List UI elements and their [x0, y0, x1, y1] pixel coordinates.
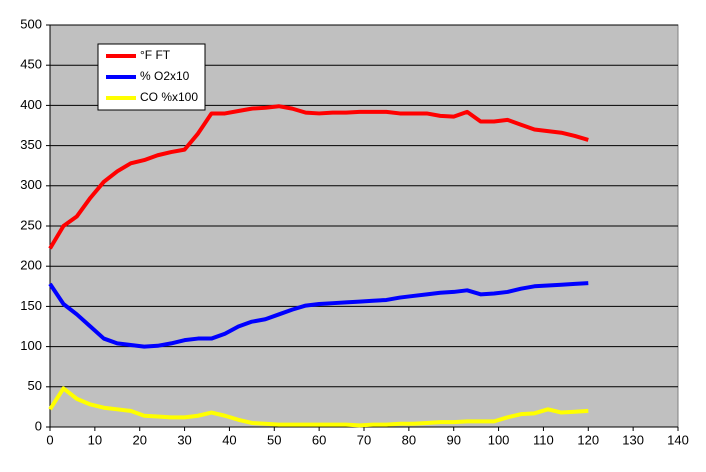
x-tick-label: 70: [357, 432, 371, 447]
y-tick-label: 300: [20, 177, 42, 192]
series-line: [48, 104, 589, 250]
x-tick-label: 30: [177, 432, 191, 447]
y-tick-label: 200: [20, 258, 42, 273]
y-tick-label: 400: [20, 97, 42, 112]
x-tick-label: 100: [488, 432, 510, 447]
y-tick-label: 500: [20, 16, 42, 31]
series-line: [48, 386, 589, 428]
y-tick-label: 450: [20, 57, 42, 72]
y-tick-label: 0: [35, 418, 42, 433]
x-tick-label: 20: [132, 432, 146, 447]
x-tick-label: 0: [46, 432, 53, 447]
x-tick-label: 10: [88, 432, 102, 447]
legend-label: °F FT: [140, 48, 171, 62]
x-tick-label: 140: [667, 432, 689, 447]
legend-label: CO %x100: [140, 90, 198, 104]
legend-label: % O2x10: [140, 69, 190, 83]
y-tick-label: 50: [28, 378, 42, 393]
y-tick-label: 250: [20, 217, 42, 232]
x-tick-label: 120: [577, 432, 599, 447]
x-tick-label: 50: [267, 432, 281, 447]
series-line: [48, 281, 589, 349]
y-tick-label: 100: [20, 338, 42, 353]
y-tick-label: 150: [20, 298, 42, 313]
x-tick-label: 110: [533, 432, 554, 447]
x-tick-label: 80: [402, 432, 416, 447]
x-tick-label: 130: [622, 432, 644, 447]
legend: °F FT % O2x10 CO %x100: [97, 43, 206, 111]
x-tick-label: 40: [222, 432, 236, 447]
x-tick-label: 60: [312, 432, 326, 447]
y-tick-label: 350: [20, 137, 42, 152]
x-tick-label: 90: [446, 432, 460, 447]
